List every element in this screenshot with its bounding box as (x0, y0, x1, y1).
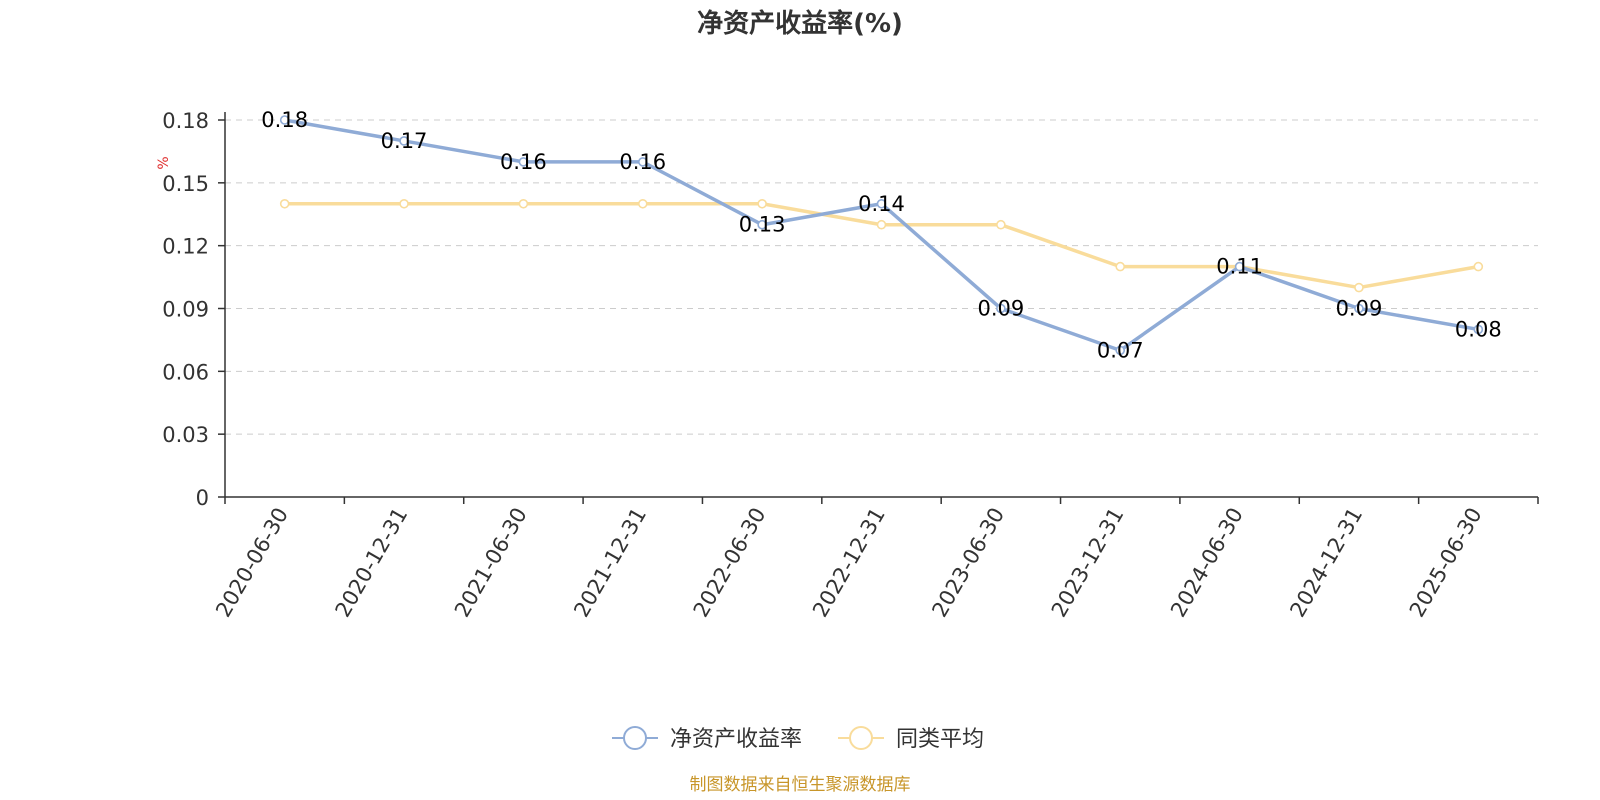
series-layer (279, 115, 1484, 356)
y-tick-label: 0.06 (162, 360, 209, 384)
legend-peer-label: 同类平均 (896, 727, 984, 752)
x-tick-label: 2022-12-31 (808, 504, 890, 622)
series-line-0 (282, 118, 1481, 353)
y-axis-unit-label: % (156, 156, 172, 169)
series-0-point[interactable] (1234, 261, 1245, 272)
y-tick-label: 0.12 (162, 235, 209, 259)
data-label: 0.18 (261, 108, 308, 132)
x-tick-label: 2023-06-30 (927, 504, 1009, 622)
data-label: 0.09 (1336, 297, 1383, 321)
legend-roe-marker-icon (623, 726, 647, 750)
chart-title: 净资产收益率(%) (697, 8, 903, 39)
x-tick-label: 2021-06-30 (450, 504, 532, 622)
series-1-point[interactable] (518, 198, 529, 209)
legend-item-peer-average[interactable]: 同类平均 (838, 726, 984, 752)
series-0-point[interactable] (399, 136, 409, 146)
series-1-point[interactable] (637, 198, 648, 209)
series-0-point[interactable] (637, 157, 648, 167)
data-label: 0.08 (1455, 317, 1502, 341)
data-label: 0.16 (619, 150, 666, 174)
x-tick-label: 2020-06-30 (211, 504, 293, 622)
data-label: 0.17 (381, 129, 428, 153)
data-source-note: 制图数据来自恒生聚源数据库 (690, 775, 911, 795)
x-tick-label: 2023-12-31 (1047, 504, 1129, 622)
x-tick-label: 2024-12-31 (1285, 504, 1367, 622)
series-0-point[interactable] (996, 303, 1006, 314)
y-tick-label: 0 (196, 486, 209, 510)
y-tick-label: 0.09 (162, 298, 209, 322)
x-tick-label: 2020-12-31 (331, 503, 413, 621)
y-tick-label: 0.18 (162, 109, 209, 133)
x-tick-label: 2021-12-31 (569, 504, 651, 622)
series-1-point[interactable] (1473, 261, 1484, 272)
series-0-point[interactable] (1115, 345, 1126, 356)
y-tick-label: 0.15 (162, 172, 209, 196)
series-line-1 (282, 202, 1481, 290)
series-0-point[interactable] (876, 198, 887, 209)
data-label: 0.16 (500, 150, 547, 174)
y-tick-label: 0.03 (162, 423, 209, 447)
series-1-point[interactable] (996, 219, 1006, 230)
grid-layer (225, 119, 1538, 435)
data-label: 0.14 (858, 192, 905, 216)
x-tick-label: 2024-06-30 (1166, 504, 1248, 622)
series-0-point[interactable] (279, 115, 290, 125)
data-label: 0.11 (1216, 255, 1263, 279)
legend-peer-marker-icon (849, 726, 873, 750)
series-0-point[interactable] (1473, 324, 1484, 335)
series-1-point[interactable] (1115, 261, 1126, 272)
series-1-point[interactable] (399, 198, 409, 209)
x-tick-label: 2025-06-30 (1405, 504, 1487, 622)
data-label: 0.09 (977, 297, 1024, 321)
series-1-point[interactable] (876, 219, 887, 230)
x-tick-label: 2022-06-30 (689, 504, 771, 622)
series-1-point[interactable] (279, 198, 290, 209)
data-label: 0.13 (739, 213, 786, 237)
legend-item-roe[interactable]: 净资产收益率 (612, 726, 802, 752)
legend: 净资产收益率 同类平均 (612, 726, 984, 752)
data-label: 0.07 (1097, 338, 1144, 362)
axis-layer: 0 0.03 0.06 0.09 0.12 0.15 0.18 2020-06-30 2020-… (162, 109, 1539, 622)
data-label-layer: 0.18 0.17 0.16 0.16 0.13 0.14 0.09 0.07 0.11 0.09… (261, 108, 1501, 362)
series-1-point[interactable] (757, 198, 767, 209)
series-0-point[interactable] (518, 157, 529, 167)
series-1-point[interactable] (1354, 282, 1364, 293)
legend-roe-label: 净资产收益率 (670, 727, 802, 752)
series-0-point[interactable] (757, 219, 767, 230)
series-0-point[interactable] (1354, 303, 1364, 314)
